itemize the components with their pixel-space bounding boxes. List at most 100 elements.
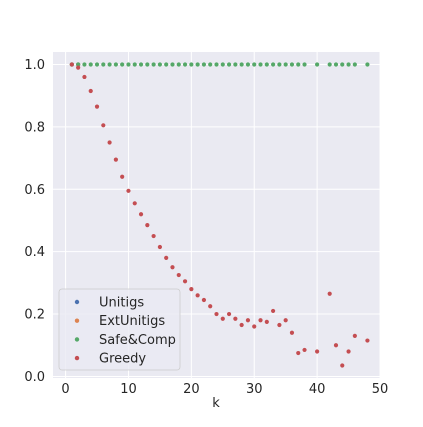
data-point [76, 62, 81, 67]
data-point [289, 330, 295, 335]
legend: Unitigs ExtUnitigs Safe&Comp Greedy [58, 288, 181, 371]
data-point [182, 62, 188, 67]
data-point [245, 62, 251, 67]
data-point [113, 62, 118, 67]
data-point [252, 324, 257, 329]
x-tick-label: 30 [246, 382, 263, 397]
legend-frame [58, 288, 181, 371]
data-point [352, 62, 357, 67]
legend-label: ExtUnitigs [99, 314, 165, 329]
x-tick-label: 10 [120, 382, 137, 397]
data-point [340, 62, 345, 67]
data-point [296, 350, 301, 356]
data-point [283, 62, 288, 67]
data-point [214, 311, 219, 317]
data-point [277, 62, 282, 67]
data-point [239, 322, 244, 328]
data-point [195, 62, 200, 67]
data-point [327, 291, 332, 296]
x-tick-label: 0 [61, 382, 69, 397]
data-point [164, 62, 169, 67]
data-point [270, 308, 276, 314]
data-point [315, 349, 320, 354]
data-point [245, 318, 251, 323]
data-point [164, 255, 169, 260]
data-point [283, 318, 288, 323]
series-greedy [69, 62, 370, 368]
data-point [270, 62, 276, 67]
data-point [327, 62, 332, 67]
data-point [302, 347, 307, 353]
data-point [132, 62, 137, 67]
data-point [226, 311, 232, 317]
x-tick-label: 40 [309, 382, 326, 397]
data-points [69, 62, 370, 368]
data-point [365, 338, 370, 343]
data-point [315, 62, 320, 67]
data-point [157, 62, 163, 67]
data-point [201, 62, 207, 67]
legend-label: Greedy [99, 352, 146, 367]
data-point [214, 62, 219, 67]
data-point [176, 272, 181, 278]
data-point [201, 297, 207, 303]
data-point [170, 62, 175, 67]
legend-label: Unitigs [99, 296, 144, 311]
data-point [69, 62, 74, 67]
legend-marker [74, 355, 80, 361]
data-point [76, 65, 81, 70]
data-point [113, 157, 118, 162]
legend-marker [74, 299, 80, 305]
data-point [352, 333, 357, 338]
data-point [296, 62, 301, 67]
data-point [233, 316, 238, 321]
data-point [346, 62, 351, 67]
data-point [138, 62, 144, 67]
data-point [365, 62, 370, 67]
data-point [107, 62, 112, 67]
data-point [94, 104, 100, 109]
data-point [151, 233, 156, 239]
y-tick-label: 0.8 [24, 120, 45, 135]
tick-labels: 0 10 20 30 40 50 0.0 0.2 0.4 0.6 0.8 1.0 [24, 58, 388, 397]
legend-marker [74, 318, 80, 323]
data-point [264, 319, 269, 324]
data-point [189, 62, 194, 67]
data-point [126, 62, 131, 67]
data-point [120, 174, 125, 179]
data-point [107, 140, 112, 145]
data-point [182, 279, 188, 284]
data-point [157, 244, 163, 250]
data-point [220, 62, 225, 67]
data-point [208, 304, 213, 309]
data-point [120, 62, 125, 67]
x-axis-title: k [212, 396, 220, 411]
y-tick-label: 0.0 [24, 370, 45, 385]
data-point [258, 62, 263, 67]
data-point [239, 62, 244, 67]
x-tick-label: 20 [183, 382, 200, 397]
data-point [94, 62, 100, 67]
data-point [233, 62, 238, 67]
legend-marker [74, 337, 80, 342]
data-point [88, 62, 93, 67]
data-point [302, 62, 307, 67]
data-point [333, 343, 339, 348]
data-point [189, 286, 194, 292]
data-point [333, 62, 339, 67]
data-point [101, 123, 106, 128]
data-point [176, 62, 181, 67]
y-tick-label: 1.0 [24, 58, 45, 73]
data-point [208, 62, 213, 67]
y-tick-label: 0.2 [24, 308, 45, 323]
data-point [88, 88, 93, 94]
data-point [126, 188, 131, 193]
y-tick-label: 0.4 [24, 245, 45, 260]
data-point [145, 223, 150, 228]
data-point [82, 74, 87, 80]
data-point [277, 322, 282, 328]
data-point [195, 293, 200, 298]
data-point [289, 62, 295, 67]
data-point [138, 212, 144, 217]
